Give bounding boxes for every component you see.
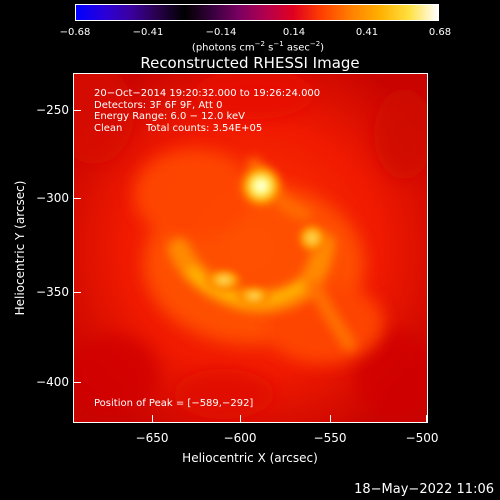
x-tick-label: −550 xyxy=(313,431,347,445)
colorbar-tick-label: −0.68 xyxy=(59,27,91,38)
info-total-counts: Total counts: 3.54E+05 xyxy=(146,122,263,134)
colorbar-tick-label: 0.68 xyxy=(428,27,452,38)
x-tick-label: −600 xyxy=(223,431,257,445)
x-tick xyxy=(330,415,331,423)
y-tick-label: −350 xyxy=(36,285,69,299)
colorbar-tick-label: −0.14 xyxy=(205,27,237,38)
y-tick xyxy=(73,110,81,111)
y-tick xyxy=(73,382,81,383)
colorbar-unit: (photons cm−2 s−1 asec−2) xyxy=(191,40,325,54)
plot-title: Reconstructed RHESSI Image xyxy=(140,54,360,72)
y-axis-title: Heliocentric Y (arcsec) xyxy=(13,180,27,316)
generation-date: 18−May−2022 11:06 xyxy=(354,482,494,497)
colorbar-tick-label: 0.14 xyxy=(282,27,306,38)
info-time-range: 20−Oct−2014 19:20:32.000 to 19:26:24.000 xyxy=(94,88,321,99)
x-tick xyxy=(240,415,241,423)
x-tick xyxy=(152,415,153,423)
x-tick-label: −500 xyxy=(405,431,439,445)
y-tick-label: −250 xyxy=(36,103,69,117)
x-tick xyxy=(426,415,427,423)
colorbar xyxy=(75,4,439,21)
info-energy-range: Energy Range: 6.0 − 12.0 keV xyxy=(94,111,245,122)
y-tick xyxy=(73,292,81,293)
x-tick-label: −650 xyxy=(135,431,169,445)
y-tick xyxy=(73,198,81,199)
peak-position: Position of Peak = [−589,−292] xyxy=(94,398,254,409)
info-method: Clean xyxy=(94,122,123,134)
y-tick-label: −400 xyxy=(36,375,69,389)
rhessi-image xyxy=(74,74,427,422)
info-detectors: Detectors: 3F 6F 9F, Att 0 xyxy=(94,99,223,111)
y-tick-label: −300 xyxy=(36,191,69,205)
colorbar-tick-label: −0.41 xyxy=(132,27,164,38)
rhessi-image-plot: 20−Oct−2014 19:20:32.000 to 19:26:24.000… xyxy=(73,73,428,423)
colorbar-tick-label: 0.41 xyxy=(355,27,379,38)
x-axis-title: Heliocentric X (arcsec) xyxy=(182,451,318,465)
